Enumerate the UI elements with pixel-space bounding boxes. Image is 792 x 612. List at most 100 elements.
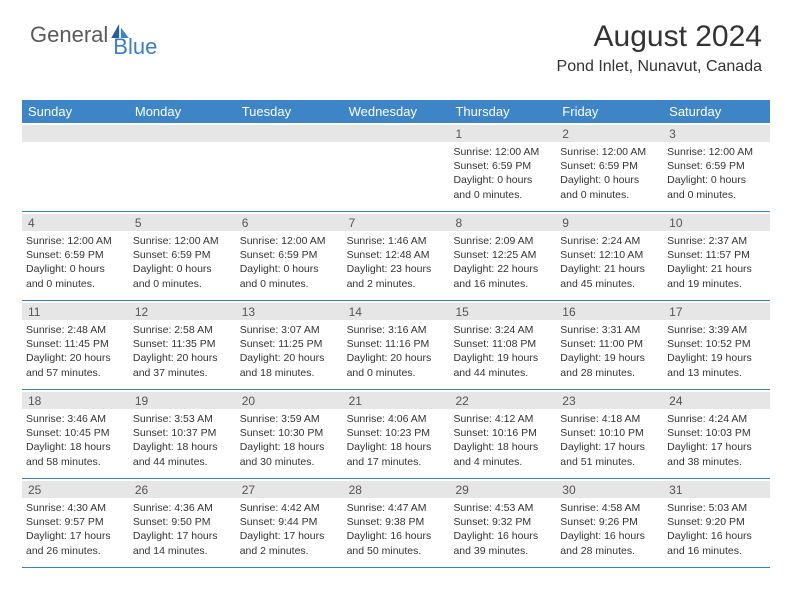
daylight2-text: and 26 minutes.: [26, 544, 125, 558]
date-number: [129, 125, 236, 142]
daylight2-text: and 0 minutes.: [453, 188, 552, 202]
date-number: 22: [449, 392, 556, 409]
daylight1-text: Daylight: 17 hours: [240, 529, 339, 543]
sunrise-text: Sunrise: 12:00 AM: [560, 145, 659, 159]
daylight2-text: and 38 minutes.: [667, 455, 766, 469]
date-number: 28: [343, 481, 450, 498]
sunset-text: Sunset: 10:45 PM: [26, 426, 125, 440]
daylight1-text: Daylight: 0 hours: [133, 262, 232, 276]
sunset-text: Sunset: 10:52 PM: [667, 337, 766, 351]
day-cell: 5Sunrise: 12:00 AMSunset: 6:59 PMDayligh…: [129, 212, 236, 300]
sunrise-text: Sunrise: 4:58 AM: [560, 501, 659, 515]
day-cell: 26Sunrise: 4:36 AMSunset: 9:50 PMDayligh…: [129, 479, 236, 567]
daylight2-text: and 45 minutes.: [560, 277, 659, 291]
daylight1-text: Daylight: 16 hours: [347, 529, 446, 543]
daylight1-text: Daylight: 17 hours: [133, 529, 232, 543]
day-header: Sunday: [22, 100, 129, 123]
week-row: 18Sunrise: 3:46 AMSunset: 10:45 PMDaylig…: [22, 390, 770, 479]
sunset-text: Sunset: 12:25 AM: [453, 248, 552, 262]
sunrise-text: Sunrise: 4:53 AM: [453, 501, 552, 515]
daylight2-text: and 17 minutes.: [347, 455, 446, 469]
sunset-text: Sunset: 10:03 PM: [667, 426, 766, 440]
day-cell: 2Sunrise: 12:00 AMSunset: 6:59 PMDayligh…: [556, 123, 663, 211]
sunrise-text: Sunrise: 3:24 AM: [453, 323, 552, 337]
daylight2-text: and 0 minutes.: [133, 277, 232, 291]
sunrise-text: Sunrise: 3:16 AM: [347, 323, 446, 337]
date-number: 11: [22, 303, 129, 320]
sunset-text: Sunset: 10:10 PM: [560, 426, 659, 440]
day-header-row: SundayMondayTuesdayWednesdayThursdayFrid…: [22, 100, 770, 123]
date-number: 23: [556, 392, 663, 409]
sunset-text: Sunset: 10:16 PM: [453, 426, 552, 440]
daylight1-text: Daylight: 18 hours: [133, 440, 232, 454]
daylight2-text: and 4 minutes.: [453, 455, 552, 469]
sunset-text: Sunset: 9:20 PM: [667, 515, 766, 529]
day-header: Tuesday: [236, 100, 343, 123]
day-cell: 16Sunrise: 3:31 AMSunset: 11:00 PMDaylig…: [556, 301, 663, 389]
daylight1-text: Daylight: 21 hours: [667, 262, 766, 276]
weeks-container: 1Sunrise: 12:00 AMSunset: 6:59 PMDayligh…: [22, 123, 770, 568]
daylight1-text: Daylight: 20 hours: [347, 351, 446, 365]
daylight1-text: Daylight: 19 hours: [667, 351, 766, 365]
day-header: Monday: [129, 100, 236, 123]
sunset-text: Sunset: 11:25 PM: [240, 337, 339, 351]
day-cell: 13 Sunrise: 3:07 AMSunset: 11:25 PMDaylig…: [236, 301, 343, 389]
daylight2-text: and 30 minutes.: [240, 455, 339, 469]
daylight2-text: and 2 minutes.: [347, 277, 446, 291]
day-cell: [22, 123, 129, 211]
daylight2-text: and 28 minutes.: [560, 366, 659, 380]
day-cell: 31Sunrise: 5:03 AMSunset: 9:20 PMDayligh…: [663, 479, 770, 567]
date-number: 13: [236, 303, 343, 320]
day-cell: [343, 123, 450, 211]
day-cell: 6Sunrise: 12:00 AMSunset: 6:59 PMDayligh…: [236, 212, 343, 300]
sunset-text: Sunset: 11:16 PM: [347, 337, 446, 351]
daylight1-text: Daylight: 16 hours: [453, 529, 552, 543]
date-number: 29: [449, 481, 556, 498]
sunrise-text: Sunrise: 2:24 AM: [560, 234, 659, 248]
daylight1-text: Daylight: 20 hours: [240, 351, 339, 365]
sunset-text: Sunset: 6:59 PM: [453, 159, 552, 173]
date-number: 2: [556, 125, 663, 142]
daylight2-text: and 0 minutes.: [347, 366, 446, 380]
daylight1-text: Daylight: 18 hours: [453, 440, 552, 454]
day-cell: 9Sunrise: 2:24 AMSunset: 12:10 AMDayligh…: [556, 212, 663, 300]
day-cell: 8Sunrise: 2:09 AMSunset: 12:25 AMDayligh…: [449, 212, 556, 300]
sunset-text: Sunset: 10:23 PM: [347, 426, 446, 440]
sunrise-text: Sunrise: 3:07 AM: [240, 323, 339, 337]
sunrise-text: Sunrise: 12:00 AM: [453, 145, 552, 159]
date-number: 8: [449, 214, 556, 231]
daylight1-text: Daylight: 23 hours: [347, 262, 446, 276]
sunset-text: Sunset: 11:00 PM: [560, 337, 659, 351]
daylight2-text: and 50 minutes.: [347, 544, 446, 558]
daylight2-text: and 2 minutes.: [240, 544, 339, 558]
date-number: 26: [129, 481, 236, 498]
sunrise-text: Sunrise: 2:58 AM: [133, 323, 232, 337]
day-cell: 17Sunrise: 3:39 AMSunset: 10:52 PMDaylig…: [663, 301, 770, 389]
sunset-text: Sunset: 6:59 PM: [26, 248, 125, 262]
date-number: [343, 125, 450, 142]
date-number: 16: [556, 303, 663, 320]
daylight1-text: Daylight: 0 hours: [453, 173, 552, 187]
date-number: 3: [663, 125, 770, 142]
day-cell: 24Sunrise: 4:24 AMSunset: 10:03 PMDaylig…: [663, 390, 770, 478]
date-number: [236, 125, 343, 142]
sunset-text: Sunset: 11:35 PM: [133, 337, 232, 351]
day-cell: 18Sunrise: 3:46 AMSunset: 10:45 PMDaylig…: [22, 390, 129, 478]
day-cell: 25Sunrise: 4:30 AMSunset: 9:57 PMDayligh…: [22, 479, 129, 567]
daylight2-text: and 57 minutes.: [26, 366, 125, 380]
date-number: 4: [22, 214, 129, 231]
date-number: 20: [236, 392, 343, 409]
date-number: 24: [663, 392, 770, 409]
daylight1-text: Daylight: 20 hours: [133, 351, 232, 365]
sunset-text: Sunset: 10:30 PM: [240, 426, 339, 440]
daylight2-text: and 18 minutes.: [240, 366, 339, 380]
daylight1-text: Daylight: 21 hours: [560, 262, 659, 276]
day-cell: [236, 123, 343, 211]
date-number: 1: [449, 125, 556, 142]
daylight1-text: Daylight: 19 hours: [560, 351, 659, 365]
date-number: 30: [556, 481, 663, 498]
day-header: Saturday: [663, 100, 770, 123]
sunrise-text: Sunrise: 12:00 AM: [26, 234, 125, 248]
sunrise-text: Sunrise: 3:39 AM: [667, 323, 766, 337]
calendar-grid: SundayMondayTuesdayWednesdayThursdayFrid…: [22, 100, 770, 568]
